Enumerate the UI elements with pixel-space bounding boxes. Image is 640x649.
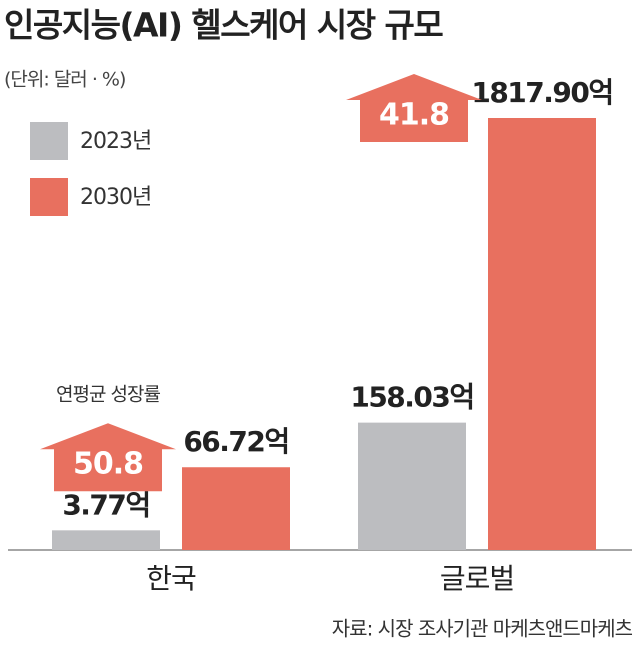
growth-note: 연평균 성장률 [56, 384, 160, 406]
bar [182, 467, 290, 550]
x-tick-label: 한국 [146, 562, 196, 595]
bar [488, 118, 596, 550]
value-label: 66.72억 [183, 425, 288, 458]
chart-title: 인공지능(AI) 헬스케어 시장 규모 [4, 6, 443, 45]
x-tick-label: 글로벌 [440, 562, 514, 595]
legend-swatch [30, 178, 68, 216]
growth-value: 41.8 [379, 98, 449, 133]
legend-label: 2030년 [80, 185, 151, 210]
growth-value: 50.8 [73, 447, 143, 482]
bar [358, 422, 466, 550]
legend-swatch [30, 122, 68, 160]
bar [52, 530, 160, 550]
value-label: 158.03억 [350, 381, 473, 414]
value-label: 1817.90억 [471, 76, 612, 109]
legend-label: 2023년 [80, 129, 151, 154]
source: 자료: 시장 조사기관 마케츠앤드마케츠 [332, 617, 633, 641]
growth-arrow [346, 74, 482, 142]
value-label: 3.77억 [62, 488, 149, 521]
growth-arrow [40, 423, 176, 492]
chart-subtitle: (단위: 달러 · %) [4, 69, 125, 91]
